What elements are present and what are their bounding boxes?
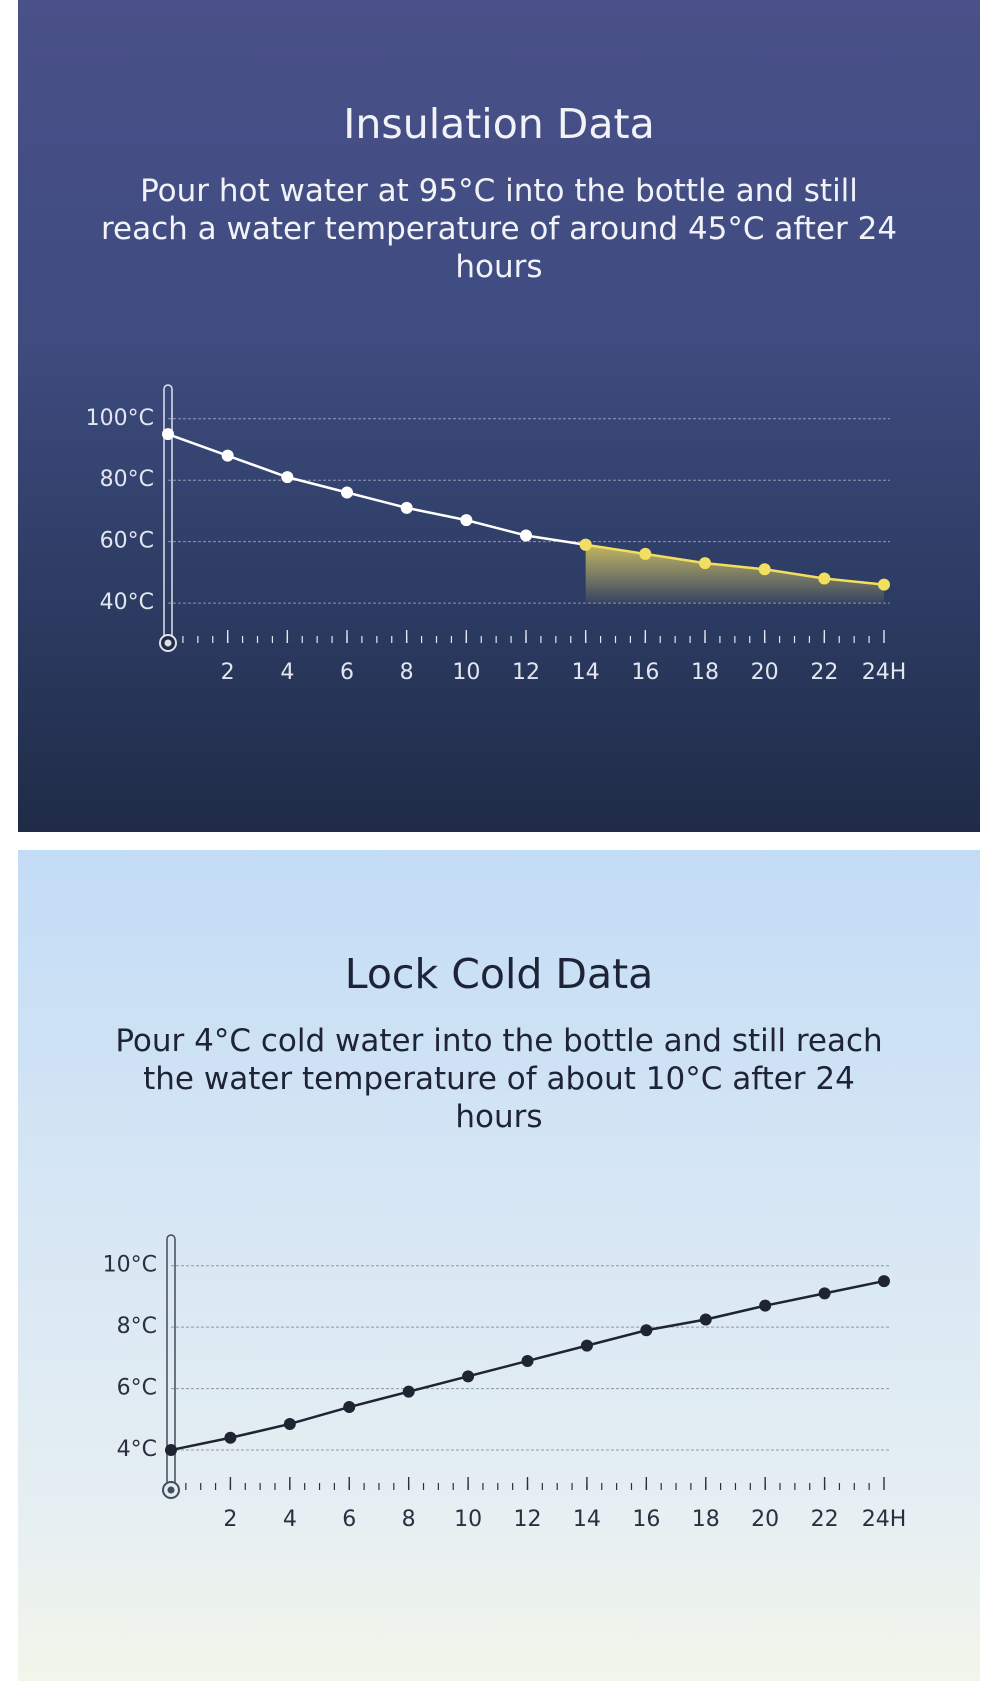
- point: [579, 538, 592, 551]
- point: [281, 471, 294, 484]
- chart: 4°C 6°C 8°C 10°C 2 4 6 8 10 12 14 16 18 20 22 24H: [103, 1234, 907, 1532]
- y-tick-label: 4°C: [117, 1437, 157, 1462]
- point: [521, 1354, 534, 1367]
- x-tick-label: 10: [454, 1507, 482, 1532]
- x-tick-label: 4: [280, 660, 294, 685]
- point: [699, 557, 711, 570]
- point: [758, 563, 771, 576]
- point: [343, 1401, 356, 1414]
- x-tick-label: 12: [514, 1507, 542, 1532]
- x-tick-label: 24H: [862, 660, 907, 685]
- cold-panel: Lock Cold Data Pour 4°C cold water into …: [18, 850, 980, 1681]
- point: [699, 1313, 712, 1326]
- x-tick-label: 4: [283, 1507, 297, 1532]
- chart-subtitle: Pour hot water at 95°C into the bottle a…: [100, 173, 898, 285]
- thermometer: [163, 384, 173, 644]
- x-tick-label: 22: [811, 1507, 839, 1532]
- point: [520, 529, 532, 542]
- x-tick-label: 14: [572, 660, 600, 685]
- insulation-panel: Insulation Data Pour hot water at 95°C i…: [18, 0, 980, 832]
- x-tick-label: 18: [691, 660, 719, 685]
- point: [460, 514, 473, 527]
- thermometer-core: [164, 639, 172, 647]
- x-tick-label: 22: [810, 660, 838, 685]
- line: [167, 432, 586, 546]
- point: [224, 1431, 237, 1444]
- point: [462, 1370, 475, 1383]
- x-tick-label: 20: [751, 1507, 779, 1532]
- x-tick-label: 2: [221, 660, 235, 685]
- point: [878, 1275, 890, 1288]
- x-tick-label: 6: [342, 1507, 356, 1532]
- point: [341, 486, 353, 499]
- point: [162, 428, 174, 441]
- x-tick-label: 24H: [862, 1507, 907, 1532]
- point: [818, 572, 831, 585]
- x-tick-label: 12: [512, 660, 540, 685]
- area: [585, 544, 884, 604]
- x-tick-label: 16: [632, 1507, 660, 1532]
- x-tick-label: 18: [692, 1507, 720, 1532]
- chart-subtitle: Pour 4°C cold water into the bottle and …: [115, 1023, 883, 1135]
- chart: 40°C 60°C 80°C 100°C 2 4 6 8 10 12 14 16 18 20 22 24H: [86, 384, 907, 685]
- y-tick-label: 60°C: [100, 529, 154, 554]
- x-tick-label: 16: [631, 660, 659, 685]
- x-tick-label: 2: [223, 1507, 237, 1532]
- point: [165, 1444, 177, 1457]
- x-tick-label: 20: [751, 660, 779, 685]
- x-tick-label: 10: [452, 660, 480, 685]
- point: [640, 1324, 653, 1337]
- chart-title: Insulation Data: [343, 100, 655, 148]
- thermometer-core: [167, 1486, 175, 1494]
- point: [221, 449, 234, 462]
- point: [400, 501, 413, 514]
- chart-title: Lock Cold Data: [344, 950, 654, 998]
- y-tick-label: 10°C: [103, 1253, 157, 1278]
- point: [759, 1299, 772, 1312]
- x-tick-label: 8: [402, 1507, 416, 1532]
- x-tick-label: 14: [573, 1507, 601, 1532]
- point: [878, 578, 890, 591]
- x-tick-label: 6: [340, 660, 354, 685]
- y-tick-label: 100°C: [86, 406, 154, 431]
- point: [818, 1287, 831, 1300]
- point: [402, 1385, 415, 1398]
- y-tick-label: 80°C: [100, 467, 154, 492]
- point: [283, 1417, 296, 1430]
- x-tick-label: 8: [400, 660, 414, 685]
- y-tick-label: 8°C: [117, 1314, 157, 1339]
- point: [580, 1339, 593, 1352]
- y-tick-label: 6°C: [117, 1376, 157, 1401]
- point: [639, 547, 652, 560]
- line: [585, 543, 885, 586]
- y-tick-label: 40°C: [100, 590, 154, 615]
